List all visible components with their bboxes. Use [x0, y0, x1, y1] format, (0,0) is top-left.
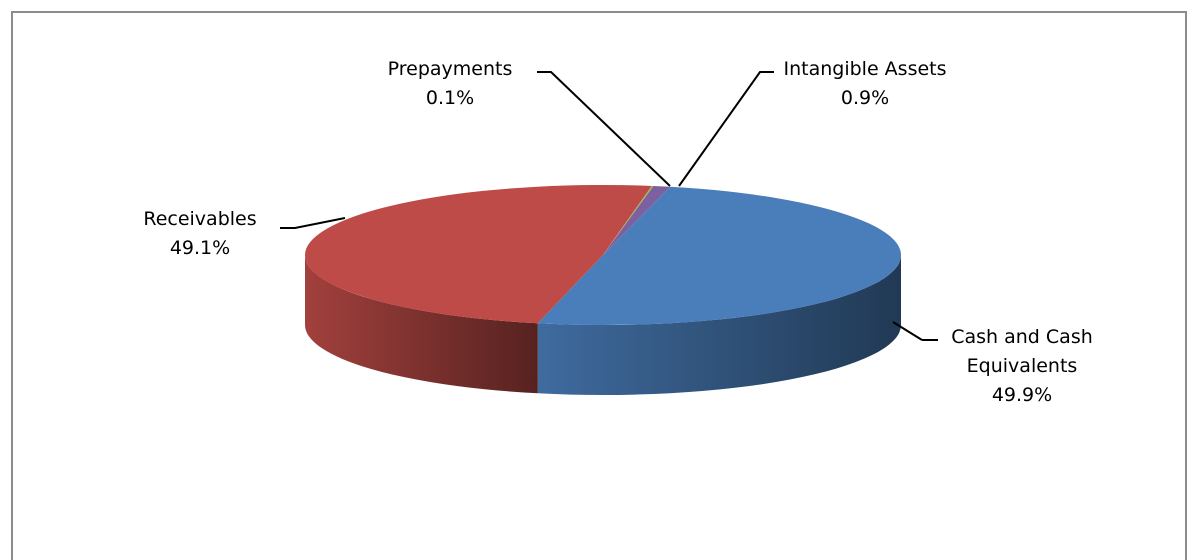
value-label: 49.9%: [991, 384, 1053, 406]
slice-label: Prepayments 0.1%: [350, 55, 550, 113]
chart-frame: [11, 11, 1187, 560]
category-label: Receivables: [143, 208, 257, 230]
pie-side: [305, 255, 538, 394]
slice-label: Receivables 49.1%: [100, 205, 300, 263]
leader-line: [892, 321, 923, 341]
slice-label: Cash and Cash Equivalents 49.9%: [922, 323, 1122, 410]
pie-slice: [603, 185, 654, 255]
pie-tops: [304, 184, 901, 325]
category-label: Prepayments: [387, 58, 513, 80]
pie-slice: [304, 184, 652, 324]
pie-slice: [603, 186, 671, 255]
leader-line: [537, 71, 671, 187]
leader-line: [280, 217, 346, 229]
category-label: Cash and Cash Equivalents: [951, 326, 1093, 377]
pie-sides: [305, 255, 901, 395]
category-label: Intangible Assets: [783, 58, 947, 80]
pie-slice: [537, 186, 901, 325]
value-label: 0.1%: [425, 87, 475, 109]
leader-lines: [280, 71, 938, 341]
leader-line: [678, 71, 774, 187]
pie-side: [537, 255, 901, 395]
value-label: 0.9%: [840, 87, 890, 109]
value-label: 49.1%: [169, 237, 231, 259]
slice-label: Intangible Assets 0.9%: [765, 55, 965, 113]
